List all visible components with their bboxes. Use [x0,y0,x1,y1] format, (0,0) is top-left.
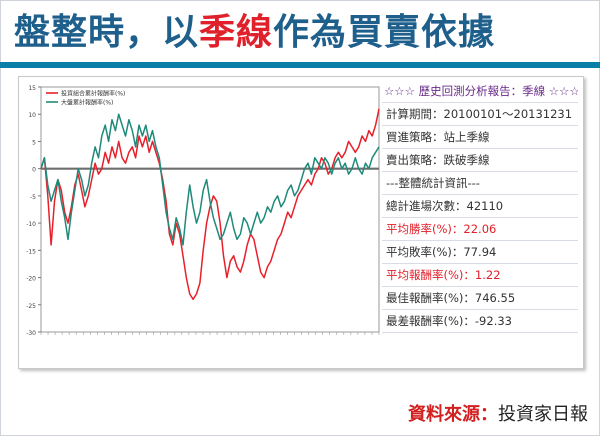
source-label: 資料來源： [408,404,498,425]
source-note: 資料來源：投資家日報 [408,400,588,426]
returns-chart: 15 10 5 0 -5 -10 -15 -20 -25 -30 投資組合累計報酬率(%)大盤累計報… [26,85,380,337]
y-tick-label: 0 [32,167,36,174]
report-row-key: 平均敗率(%)： [386,245,464,259]
report-row-value: 1.22 [474,268,501,282]
title-underline [0,62,600,68]
y-tick-label: 5 [32,139,36,146]
backtest-report: ☆☆☆ 歷史回測分析報告：季線 ☆☆☆ 計算期間：20100101～201312… [382,80,578,333]
page-title: 盤整時，以季線作為買賣依據 [14,8,594,58]
y-tick-label: -25 [26,303,36,310]
report-row-value: 22.06 [463,222,497,236]
legend-label: 大盤累計報酬率(%) [61,99,113,107]
report-row-value: 站上季線 [443,130,490,144]
report-row: 總計進場次數：42110 [382,195,578,218]
report-row-key: 最佳報酬率(%)： [386,291,475,305]
report-row-value: 746.55 [474,291,516,305]
y-tick-label: -30 [26,330,36,337]
report-row: 平均敗率(%)：77.94 [382,241,578,264]
report-row-value: 跌破季線 [443,153,490,167]
y-tick-label: 10 [28,112,36,119]
title-highlight: 季線 [199,12,274,53]
y-tick-label: -20 [26,276,36,283]
chart-panel: 15 10 5 0 -5 -10 -15 -20 -25 -30 投資組合累計報酬率(%) 大盤累計報… [18,76,584,369]
source-value: 投資家日報 [498,404,588,425]
y-tick-label: -10 [26,221,36,228]
report-heading: ☆☆☆ 歷史回測分析報告：季線 ☆☆☆ [382,80,578,103]
y-tick-label: -15 [26,248,36,255]
report-row-key: 最差報酬率(%)： [386,314,475,328]
y-tick-label: -5 [30,194,36,201]
report-row-key: 總計進場次數： [386,199,467,213]
report-row-key: 買進策略： [386,130,444,144]
y-tick-label: 15 [28,85,36,92]
report-row: 最差報酬率(%)：-92.33 [382,310,578,333]
series-line-1 [40,113,380,246]
report-row-key: 平均勝率(%)： [386,222,464,236]
report-row: 買進策略：站上季線 [382,126,578,149]
report-row-key: 計算期間： [386,107,444,121]
report-row-value: 42110 [466,199,504,213]
report-row-value: -92.33 [474,314,512,328]
report-row-key: ---整體統計資訊--- [386,176,480,190]
report-row-key: 賣出策略： [386,153,444,167]
legend-label: 投資組合累計報酬率(%) [61,90,125,98]
report-row: 平均勝率(%)：22.06 [382,218,578,241]
report-row: 賣出策略：跌破季線 [382,149,578,172]
report-row: 計算期間：20100101～20131231 [382,103,578,126]
report-row-value: 77.94 [463,245,497,259]
report-row: 平均報酬率(%)：1.22 [382,264,578,287]
report-row-key: 平均報酬率(%)： [386,268,475,282]
report-row: 最佳報酬率(%)：746.55 [382,287,578,310]
report-row: ---整體統計資訊--- [382,172,578,195]
title-part-1: 盤整時，以 [14,12,200,53]
series-line-0 [40,108,380,301]
report-row-value: 20100101～20131231 [443,107,573,121]
title-part-3: 作為買賣依據 [273,12,496,53]
